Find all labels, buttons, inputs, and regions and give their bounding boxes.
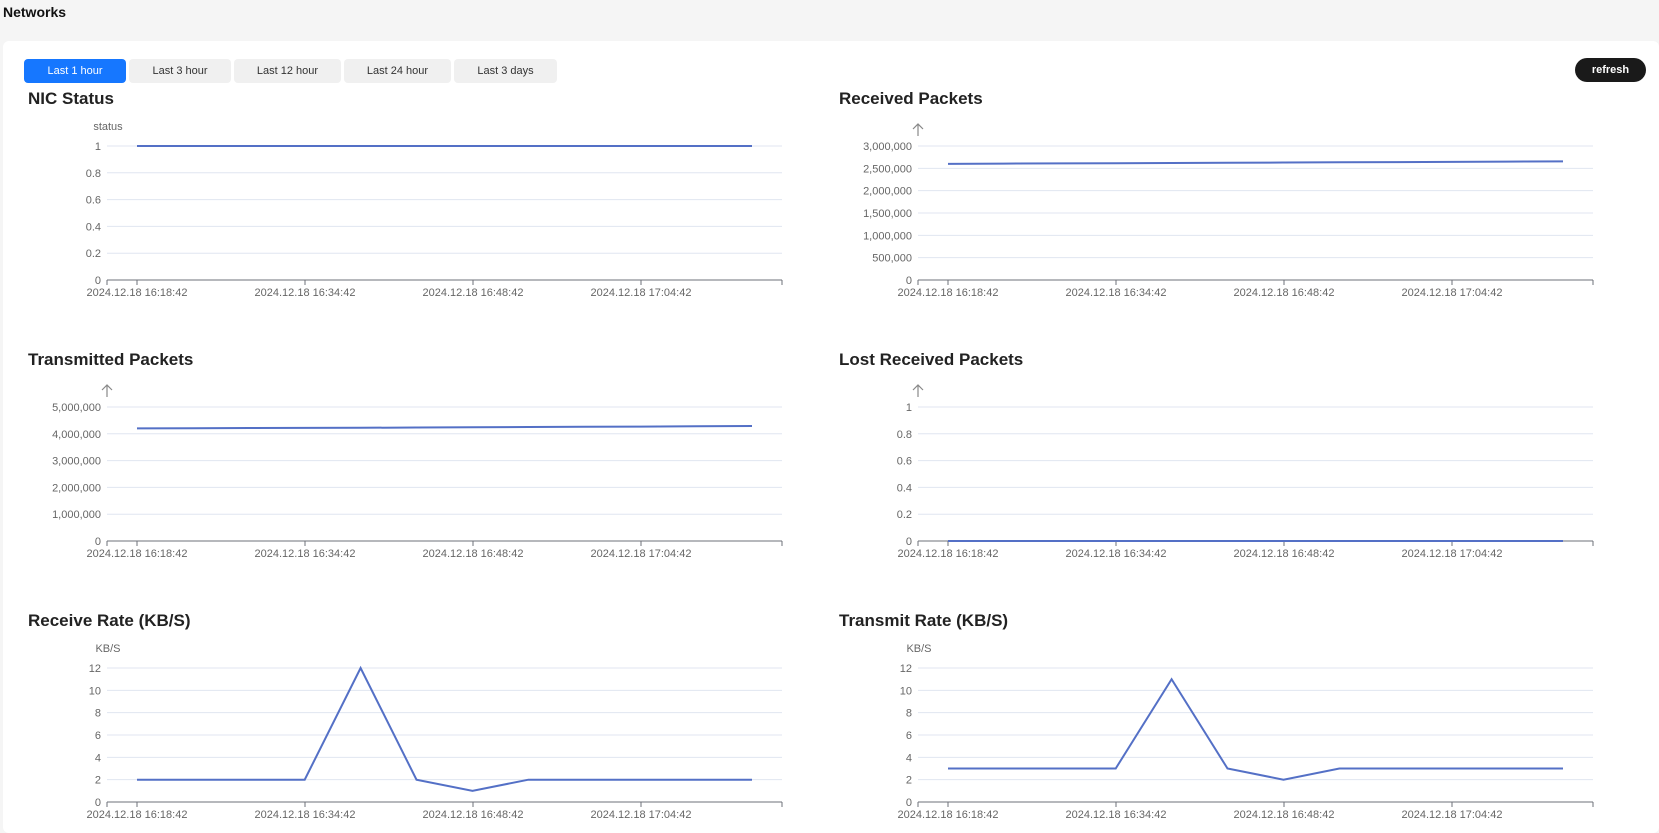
- y-tick-label: 10: [900, 685, 912, 697]
- y-tick-label: 0.8: [86, 168, 101, 180]
- y-tick-label: 0.8: [897, 429, 912, 441]
- x-tick-label: 2024.12.18 17:04:42: [591, 809, 692, 821]
- tab-last-3-hour[interactable]: Last 3 hour: [129, 59, 231, 83]
- y-tick-label: 1,000,000: [863, 230, 912, 242]
- y-tick-label: 4,000,000: [52, 429, 101, 441]
- page-title: Networks: [3, 4, 67, 20]
- tab-last-1-hour[interactable]: Last 1 hour: [24, 59, 126, 83]
- nic-status-chart: 0 0.2 0.4 0.6 0.8 1 2024.12.18 16:18:42 2024.12…: [86, 121, 783, 299]
- y-axis-label: KB/S: [95, 643, 120, 655]
- y-tick-label: 6: [906, 730, 912, 742]
- x-tick-label: 2024.12.18 16:18:42: [898, 287, 999, 299]
- y-tick-label: 0: [906, 275, 912, 287]
- x-tick-label: 2024.12.18 16:48:42: [423, 548, 524, 560]
- series-line: [947, 160, 1564, 165]
- y-tick-label: 0: [95, 536, 101, 548]
- y-tick-label: 500,000: [872, 253, 912, 265]
- tab-last-12-hour[interactable]: Last 12 hour: [234, 59, 341, 83]
- x-tick-label: 2024.12.18 16:48:42: [1234, 287, 1335, 299]
- y-tick-label: 0.4: [897, 482, 912, 494]
- tab-last-24-hour[interactable]: Last 24 hour: [344, 59, 451, 83]
- y-tick-label: 0.6: [86, 195, 101, 207]
- time-range-tabs: Last 1 hour Last 3 hour Last 12 hour Las…: [24, 59, 557, 83]
- x-tick-label: 2024.12.18 16:34:42: [1066, 548, 1167, 560]
- x-tick-label: 2024.12.18 17:04:42: [591, 287, 692, 299]
- y-tick-label: 3,000,000: [863, 141, 912, 153]
- y-tick-label: 0: [95, 797, 101, 809]
- x-tick-label: 2024.12.18 16:48:42: [423, 809, 524, 821]
- chart-title-transmitted-packets: Transmitted Packets: [28, 350, 194, 369]
- x-tick-label: 2024.12.18 16:34:42: [255, 287, 356, 299]
- x-tick-label: 2024.12.18 17:04:42: [1402, 287, 1503, 299]
- y-tick-label: 4: [906, 752, 912, 764]
- y-tick-label: 8: [906, 708, 912, 720]
- y-tick-label: 0.2: [86, 248, 101, 260]
- y-tick-label: 0.6: [897, 456, 912, 468]
- x-tick-label: 2024.12.18 16:18:42: [898, 809, 999, 821]
- y-tick-label: 2,000,000: [863, 186, 912, 198]
- received-packets-chart: 0 500,000 1,000,000 1,500,000 2,000,000 2,500…: [863, 123, 1594, 299]
- y-axis-label: KB/S: [906, 643, 931, 655]
- y-tick-label: 8: [95, 708, 101, 720]
- y-tick-label: 2: [95, 775, 101, 787]
- y-tick-label: 2,000,000: [52, 482, 101, 494]
- y-tick-label: 2,500,000: [863, 163, 912, 175]
- y-tick-label: 3,000,000: [52, 456, 101, 468]
- y-tick-label: 4: [95, 752, 101, 764]
- refresh-button[interactable]: refresh: [1575, 58, 1646, 82]
- x-tick-label: 2024.12.18 16:18:42: [87, 287, 188, 299]
- up-arrow-icon: [912, 384, 924, 397]
- y-tick-label: 1,500,000: [863, 208, 912, 220]
- up-arrow-icon: [912, 123, 924, 136]
- series-line: [137, 665, 752, 792]
- y-tick-label: 0.2: [897, 509, 912, 521]
- lost-received-packets-chart: 0 0.2 0.4 0.6 0.8 1 2024.12.18 16:18:42 2024.12…: [897, 384, 1594, 560]
- y-tick-label: 1,000,000: [52, 509, 101, 521]
- x-tick-label: 2024.12.18 16:18:42: [898, 548, 999, 560]
- chart-title-transmit-rate: Transmit Rate (KB/S): [839, 611, 1009, 630]
- y-tick-label: 10: [89, 685, 101, 697]
- chart-title-receive-rate: Receive Rate (KB/S): [28, 611, 191, 630]
- x-tick-label: 2024.12.18 16:34:42: [255, 809, 356, 821]
- transmitted-packets-chart: 0 1,000,000 2,000,000 3,000,000 4,000,000 5,0…: [52, 384, 783, 560]
- receive-rate-chart: 0 2 4 6 8 10 12 2024.12.18 16:18:42 2024.12.18 1…: [87, 643, 783, 821]
- series-line: [948, 677, 1563, 781]
- x-tick-label: 2024.12.18 17:04:42: [1402, 548, 1503, 560]
- y-tick-label: 0: [906, 536, 912, 548]
- y-tick-label: 5,000,000: [52, 402, 101, 414]
- chart-title-lost-received-packets: Lost Received Packets: [839, 350, 1024, 369]
- x-tick-label: 2024.12.18 16:18:42: [87, 809, 188, 821]
- chart-title-nic-status: NIC Status: [28, 89, 114, 108]
- x-tick-label: 2024.12.18 16:34:42: [255, 548, 356, 560]
- x-tick-label: 2024.12.18 16:48:42: [423, 287, 524, 299]
- y-tick-label: 12: [900, 663, 912, 675]
- y-tick-label: 2: [906, 775, 912, 787]
- x-tick-label: 2024.12.18 16:34:42: [1066, 287, 1167, 299]
- tab-last-3-days[interactable]: Last 3 days: [454, 59, 557, 83]
- x-tick-label: 2024.12.18 17:04:42: [1402, 809, 1503, 821]
- y-tick-label: 1: [906, 402, 912, 414]
- y-tick-label: 0.4: [86, 221, 101, 233]
- series-line: [136, 425, 753, 430]
- up-arrow-icon: [101, 384, 113, 397]
- x-tick-label: 2024.12.18 17:04:42: [591, 548, 692, 560]
- x-tick-label: 2024.12.18 16:18:42: [87, 548, 188, 560]
- y-axis-label: status: [93, 121, 123, 133]
- x-tick-label: 2024.12.18 16:48:42: [1234, 809, 1335, 821]
- x-tick-label: 2024.12.18 16:48:42: [1234, 548, 1335, 560]
- y-tick-label: 1: [95, 141, 101, 153]
- x-tick-label: 2024.12.18 16:34:42: [1066, 809, 1167, 821]
- chart-title-received-packets: Received Packets: [839, 89, 983, 108]
- y-tick-label: 6: [95, 730, 101, 742]
- y-tick-label: 12: [89, 663, 101, 675]
- y-tick-label: 0: [95, 275, 101, 287]
- transmit-rate-chart: 0 2 4 6 8 10 12 2024.12.18 16:18:42 2024.12.18 1…: [898, 643, 1594, 821]
- y-tick-label: 0: [906, 797, 912, 809]
